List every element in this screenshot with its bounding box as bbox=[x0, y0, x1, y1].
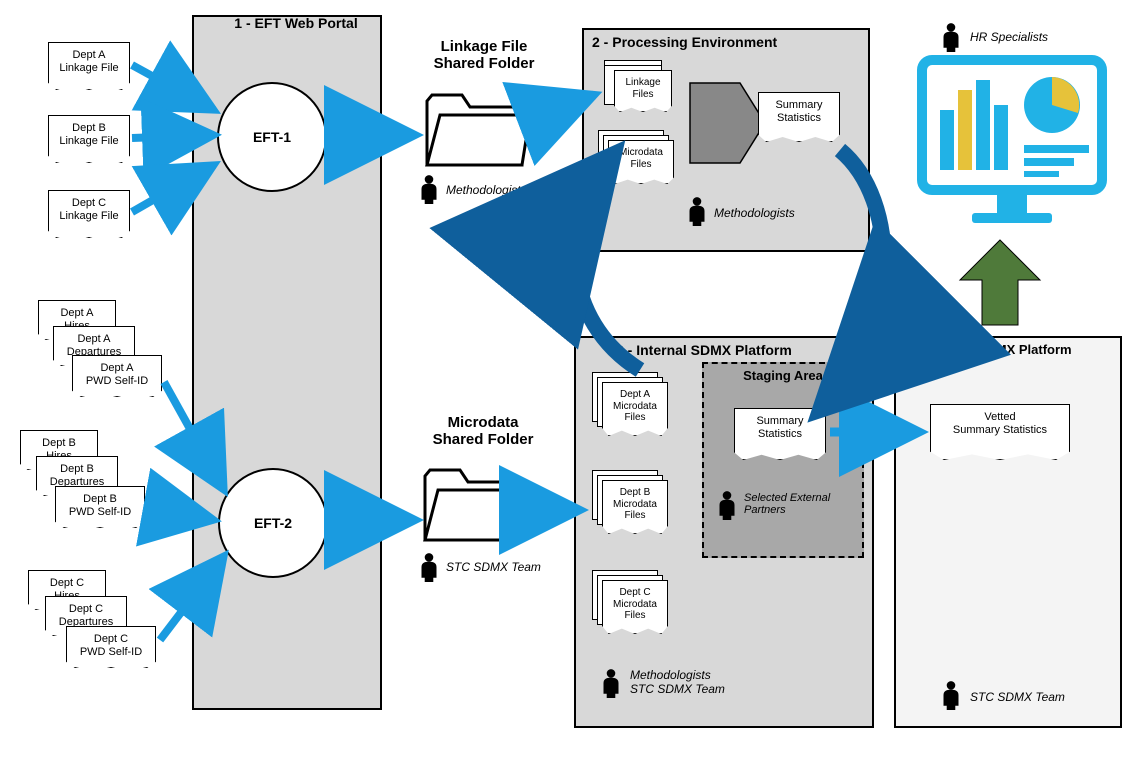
panel4-title: 4 - External SDMX Platform bbox=[904, 342, 1072, 357]
doc-dept-b-linkage: Dept B Linkage File bbox=[48, 115, 130, 163]
person-stc-1 bbox=[418, 552, 440, 582]
panel2-title: 2 - Processing Environment bbox=[592, 34, 777, 50]
person-hr bbox=[940, 22, 962, 52]
vetted-doc: Vetted Summary Statistics bbox=[930, 404, 1070, 460]
microdata-folder-title: Microdata Shared Folder bbox=[423, 414, 543, 448]
panel-external-sdmx: 4 - External SDMX Platform bbox=[894, 336, 1122, 728]
staging-area: Staging Area bbox=[702, 362, 864, 558]
doc-c-self-id: Dept C PWD Self-ID bbox=[66, 626, 156, 668]
staging-title: Staging Area bbox=[704, 368, 862, 383]
partners-label: Selected External Partners bbox=[744, 492, 830, 516]
dashboard-monitor-icon bbox=[912, 50, 1112, 230]
panel3-title: 3 - Internal SDMX Platform bbox=[616, 342, 792, 358]
panel1-title: 1 - EFT Web Portal bbox=[206, 15, 386, 31]
person-methodologists-1 bbox=[418, 174, 440, 204]
microdata-files-stack: Microdata Files bbox=[598, 130, 676, 185]
stc-label-1: STC SDMX Team bbox=[446, 560, 541, 574]
doc-dept-c-linkage: Dept C Linkage File bbox=[48, 190, 130, 238]
stc-label-2: STC SDMX Team bbox=[970, 690, 1065, 704]
person-partners bbox=[716, 490, 738, 520]
green-arrow-up bbox=[960, 240, 1040, 330]
summary-stats-doc: Summary Statistics bbox=[758, 92, 840, 142]
eft1-label: EFT-1 bbox=[253, 129, 291, 145]
eft2-circle: EFT-2 bbox=[218, 468, 328, 578]
eft1-circle: EFT-1 bbox=[217, 82, 327, 192]
person-methodologists-2 bbox=[686, 196, 708, 226]
microdata-folder-icon bbox=[420, 458, 530, 546]
methodologists-label-2: Methodologists bbox=[714, 206, 795, 220]
methodologists-label-1: Methodologists bbox=[446, 183, 527, 197]
doc-b-self-id: Dept B PWD Self-ID bbox=[55, 486, 145, 528]
combo-label: Methodologists STC SDMX Team bbox=[630, 668, 725, 696]
person-stc-2 bbox=[940, 680, 962, 710]
eft2-label: EFT-2 bbox=[254, 515, 292, 531]
doc-dept-a-linkage: Dept A Linkage File bbox=[48, 42, 130, 90]
staging-summary-doc: Summary Statistics bbox=[734, 408, 826, 460]
linkage-folder-title: Linkage File Shared Folder bbox=[414, 38, 554, 72]
doc-a-self-id: Dept A PWD Self-ID bbox=[72, 355, 162, 397]
person-combo bbox=[600, 668, 622, 698]
hr-label: HR Specialists bbox=[970, 30, 1048, 44]
linkage-folder-icon bbox=[422, 83, 532, 171]
linkage-files-stack: Linkage Files bbox=[604, 60, 672, 110]
